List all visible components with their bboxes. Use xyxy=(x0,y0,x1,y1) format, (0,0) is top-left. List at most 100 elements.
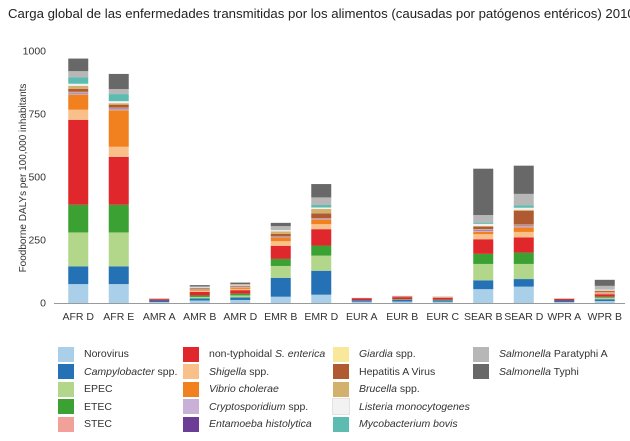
legend-label-part: STEC xyxy=(84,418,113,430)
bar-segment xyxy=(432,299,453,301)
bar-segment xyxy=(68,109,89,120)
bar-stack xyxy=(108,73,129,303)
legend-swatch xyxy=(333,381,349,397)
bar-segment xyxy=(189,287,210,289)
legend-label: Entamoeba histolytica xyxy=(209,418,312,430)
legend-label-part: S. enterica xyxy=(274,348,326,360)
bar-segment xyxy=(432,297,453,298)
bar-segment xyxy=(351,297,372,298)
legend-label-part: Campylobacter xyxy=(84,365,155,378)
chart-title: Carga global de las enfermedades transmi… xyxy=(8,6,630,21)
legend-label-part: non-typhoidal xyxy=(209,348,275,360)
legend-label: non-typhoidal S. enterica xyxy=(209,348,325,360)
bar-segment xyxy=(311,197,332,205)
bar-segment xyxy=(554,298,575,299)
bar-segment xyxy=(68,91,89,93)
bar-segment xyxy=(189,288,210,290)
legend-item: EPEC xyxy=(58,381,113,397)
bar-segment xyxy=(270,237,291,242)
y-tick-label: 0 xyxy=(40,298,46,310)
bar-stack xyxy=(513,165,534,303)
bar-segment xyxy=(68,77,89,84)
bar-segment xyxy=(513,209,534,211)
legend-label-part: Vibrio cholerae xyxy=(209,383,279,395)
bar-segment xyxy=(189,287,210,288)
x-tick-label: AFR D xyxy=(63,311,95,323)
legend-label: Cryptosporidium spp. xyxy=(209,401,308,413)
x-axis: AFR D AFR E AMR A AMR B AMR D EMR B EMR D EUR A… xyxy=(63,311,622,323)
legend-label: Mycobacterium bovis xyxy=(359,418,458,430)
bar-segment xyxy=(108,109,129,111)
bar-segment xyxy=(473,280,494,290)
legend-item: Salmonella Typhi xyxy=(473,364,579,380)
bar-segment xyxy=(230,286,251,288)
bar-segment xyxy=(230,290,251,294)
bar-segment xyxy=(311,294,332,303)
legend-label: Shigella spp. xyxy=(209,366,269,378)
bar-segment xyxy=(311,255,332,271)
bar-segment xyxy=(554,300,575,302)
x-tick-label: EMR B xyxy=(264,311,297,323)
bar-segment xyxy=(473,215,494,223)
legend-label: EPEC xyxy=(84,383,113,395)
bar-segment xyxy=(230,287,251,289)
bar-segment xyxy=(270,231,291,234)
legend-item: ETEC xyxy=(58,399,112,415)
x-tick-label: AFR E xyxy=(103,311,134,323)
bar-stack xyxy=(149,298,170,303)
bar-segment xyxy=(270,245,291,259)
x-tick-label: WPR B xyxy=(588,311,622,323)
legend-item: STEC xyxy=(58,416,112,432)
bar-segment xyxy=(594,300,615,303)
legend-label: ETEC xyxy=(84,401,112,413)
bar-segment xyxy=(554,298,575,301)
bar-segment xyxy=(311,218,332,220)
bar-segment xyxy=(473,229,494,230)
legend-item: Vibrio cholerae xyxy=(183,381,279,397)
x-tick-label: EUR A xyxy=(346,311,378,323)
bar-segment xyxy=(68,204,89,233)
legend-label-part: Hepatitis A Virus xyxy=(359,365,436,378)
bar-segment xyxy=(513,207,534,210)
legend-label-part: EPEC xyxy=(84,383,113,395)
bar-segment xyxy=(513,252,534,264)
bar-segment xyxy=(392,295,413,297)
bar-segment xyxy=(270,226,291,231)
bar-segment xyxy=(594,292,615,294)
bar-segment xyxy=(351,298,372,301)
y-tick-label: 250 xyxy=(28,235,46,247)
bar-segment xyxy=(432,296,453,298)
y-axis-label: Foodborne DALYs per 100,000 inhabitants xyxy=(18,84,29,273)
bar-segment xyxy=(189,300,210,303)
bar-segment xyxy=(270,277,291,297)
bar-stack xyxy=(594,279,615,303)
bar-segment xyxy=(432,300,453,302)
bar-segment xyxy=(68,58,89,72)
x-tick-label: AMR A xyxy=(143,311,176,323)
bar-segment xyxy=(270,235,291,237)
bar-segment xyxy=(392,296,413,298)
bar-segment xyxy=(513,237,534,253)
bar-segment xyxy=(473,289,494,303)
legend-swatch xyxy=(183,364,199,379)
legend-label-part: spp. xyxy=(285,400,309,413)
legend-label-part: Typhi xyxy=(550,365,579,378)
legend-label-part: Shigella xyxy=(209,365,247,378)
bar-segment xyxy=(149,298,170,299)
bar-segment xyxy=(149,300,170,302)
bar-segment xyxy=(473,231,494,235)
bar-segment xyxy=(594,293,615,295)
legend-item: Salmonella Paratyphi A xyxy=(473,346,608,362)
y-tick-label: 1000 xyxy=(23,46,47,58)
legend-label: STEC xyxy=(84,418,112,430)
bars-group xyxy=(68,58,615,303)
bar-segment xyxy=(189,289,210,290)
bar-segment xyxy=(311,207,332,210)
bar-segment xyxy=(473,168,494,216)
bar-segment xyxy=(68,83,89,86)
bar-segment xyxy=(230,285,251,287)
legend-swatch xyxy=(332,398,350,415)
legend-label: Hepatitis A Virus xyxy=(359,366,435,378)
legend-item: Campylobacter spp. xyxy=(58,364,177,380)
bar-segment xyxy=(432,301,453,303)
